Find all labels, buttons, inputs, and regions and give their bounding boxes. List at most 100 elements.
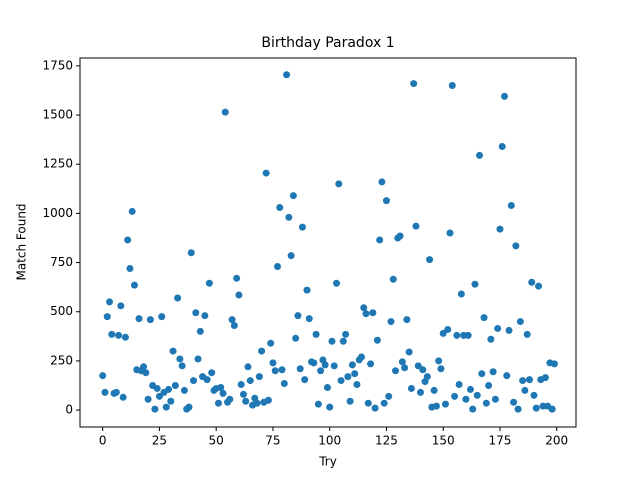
point: [446, 229, 454, 237]
point: [303, 286, 311, 294]
point: [233, 274, 241, 282]
point: [487, 335, 495, 343]
point: [485, 381, 493, 389]
point: [262, 169, 270, 177]
point: [471, 280, 479, 288]
point: [178, 362, 186, 370]
point: [435, 357, 443, 365]
point: [353, 381, 361, 389]
x-tick-label: 75: [265, 434, 280, 448]
point: [412, 222, 420, 230]
point: [283, 71, 291, 79]
point: [219, 389, 227, 397]
point: [455, 381, 463, 389]
point: [187, 249, 195, 257]
point: [441, 400, 449, 408]
point: [235, 291, 243, 299]
point: [103, 313, 111, 321]
point: [294, 312, 302, 320]
point: [371, 404, 379, 412]
point: [376, 236, 384, 244]
point: [382, 197, 390, 205]
point: [314, 400, 322, 408]
point: [453, 331, 461, 339]
point: [301, 376, 309, 384]
point: [407, 384, 415, 392]
point: [305, 315, 313, 323]
point: [310, 359, 318, 367]
point: [385, 392, 393, 400]
point: [387, 318, 395, 326]
point: [405, 348, 413, 356]
point: [99, 372, 107, 380]
point: [258, 347, 266, 355]
point: [267, 339, 275, 347]
point: [535, 282, 543, 290]
point: [165, 385, 173, 393]
point: [151, 405, 159, 413]
point: [357, 353, 365, 361]
y-tick-label: 1000: [42, 206, 73, 220]
point: [326, 403, 334, 411]
point: [528, 278, 536, 286]
point: [519, 377, 527, 385]
point: [410, 80, 418, 88]
x-tick-label: 200: [545, 434, 568, 448]
x-tick-label: 25: [152, 434, 167, 448]
point: [276, 203, 284, 211]
point: [369, 309, 377, 317]
point: [112, 388, 120, 396]
point: [496, 225, 504, 233]
point: [344, 373, 352, 381]
point: [153, 384, 161, 392]
point: [167, 397, 175, 405]
point: [292, 334, 300, 342]
point: [398, 358, 406, 366]
point: [298, 223, 306, 231]
point: [146, 316, 154, 324]
point: [392, 367, 400, 375]
point: [423, 373, 431, 381]
y-tick-label: 250: [50, 353, 73, 367]
point: [521, 386, 529, 394]
point: [106, 298, 114, 306]
point: [339, 337, 347, 345]
point: [280, 380, 288, 388]
x-tick-label: 125: [375, 434, 398, 448]
point: [507, 202, 515, 210]
point: [476, 151, 484, 159]
point: [532, 404, 540, 412]
point: [135, 315, 143, 323]
point: [444, 325, 452, 333]
point: [126, 264, 134, 272]
point: [482, 399, 490, 407]
point: [478, 370, 486, 378]
point: [253, 399, 261, 407]
point: [351, 370, 359, 378]
point: [144, 395, 152, 403]
x-axis-label: Try: [318, 455, 337, 469]
point: [194, 355, 202, 363]
point: [296, 365, 304, 373]
point: [119, 393, 127, 401]
x-tick-label: 175: [489, 434, 512, 448]
point: [333, 279, 341, 287]
point: [512, 242, 520, 250]
point: [237, 381, 245, 389]
point: [437, 365, 445, 373]
point: [491, 395, 499, 403]
point: [469, 405, 477, 413]
y-tick-label: 1750: [42, 58, 73, 72]
x-tick-label: 50: [209, 434, 224, 448]
chart-title: Birthday Paradox 1: [261, 35, 394, 51]
point: [330, 362, 338, 370]
point: [201, 312, 209, 320]
point: [494, 324, 502, 332]
point: [439, 329, 447, 337]
point: [451, 392, 459, 400]
point: [121, 333, 129, 341]
point: [174, 294, 182, 302]
point: [489, 368, 497, 376]
y-tick-label: 1500: [42, 108, 73, 122]
